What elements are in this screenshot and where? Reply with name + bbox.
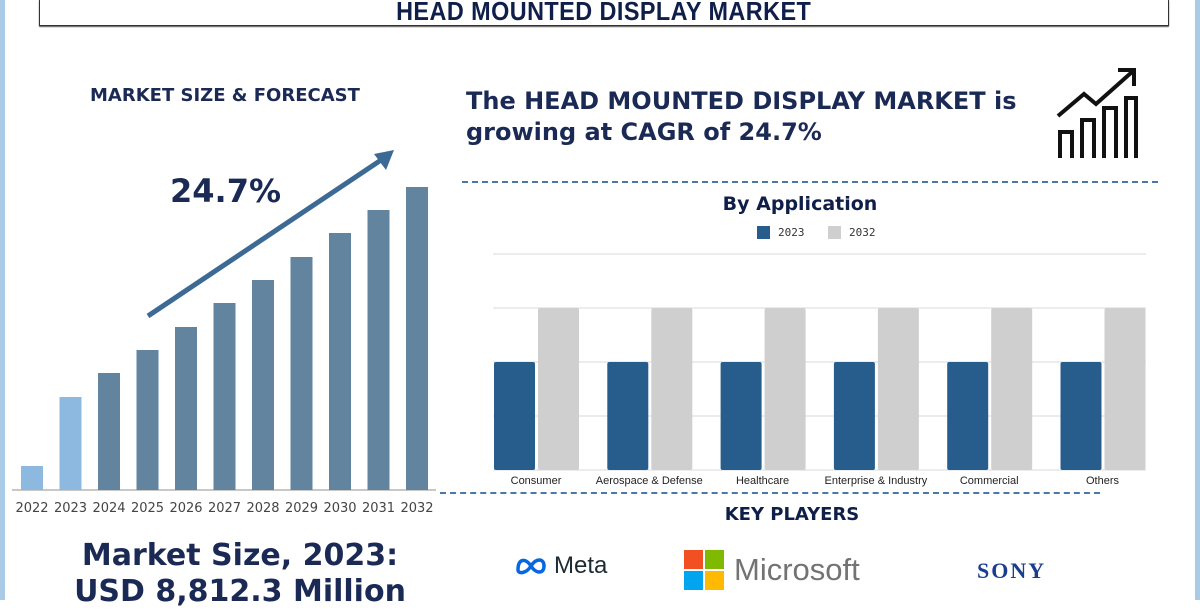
- meta-infinity-icon: [516, 558, 546, 575]
- bar-2023-commercial: [947, 362, 989, 470]
- year-label-2026: 2026: [169, 501, 203, 516]
- year-label-2024: 2024: [92, 501, 126, 516]
- growth-arrow-head: [374, 150, 394, 170]
- growth-arrow-line: [146, 155, 386, 319]
- bar-2023-healthcare: [720, 362, 762, 470]
- legend-label-2023: 2023: [778, 226, 805, 239]
- year-label-2030: 2030: [323, 501, 357, 516]
- bar-2024: [98, 373, 120, 490]
- category-label: Others: [1085, 475, 1119, 487]
- bar-2026: [175, 327, 197, 490]
- year-label-2027: 2027: [207, 501, 242, 516]
- legend-label-2032: 2032: [849, 226, 876, 239]
- left-border: [0, 0, 5, 600]
- bar-chart-growth-arrow-icon: [1056, 68, 1138, 158]
- market-size-line2: USD 8,812.3 Million: [74, 574, 406, 609]
- microsoft-logo: Microsoft: [684, 550, 860, 590]
- sony-logo: SONY: [977, 558, 1047, 583]
- by-application-chart: [493, 253, 1146, 471]
- divider-top: [462, 181, 1158, 183]
- year-label-2029: 2029: [284, 501, 319, 516]
- bar-2030: [329, 233, 351, 490]
- bar-2032: [406, 187, 428, 490]
- category-label: Healthcare: [735, 475, 790, 487]
- legend-swatch-2023: [757, 226, 770, 239]
- bar-2032-consumer: [538, 308, 579, 470]
- legend-2023: 2023: [757, 226, 805, 239]
- headline-line1: The HEAD MOUNTED DISPLAY MARKET is: [466, 87, 1017, 115]
- bar-2032-enterprise-industry: [877, 308, 919, 470]
- bar-2023-aerospace-defense: [607, 362, 649, 470]
- divider-bottom: [440, 492, 1100, 494]
- market-size-text: Market Size, 2023: USD 8,812.3 Million: [40, 538, 440, 610]
- bar-2029: [290, 257, 313, 490]
- key-players-title: KEY PLAYERS: [724, 504, 860, 525]
- market-size-forecast-title: MARKET SIZE & FORECAST: [90, 85, 360, 106]
- meta-logo: Meta: [514, 552, 607, 580]
- meta-logo-text: Meta: [554, 552, 608, 579]
- market-forecast-chart: [12, 150, 436, 491]
- bar-2032-healthcare: [764, 308, 806, 470]
- right-border: [1195, 0, 1200, 600]
- microsoft-windows-icon: [684, 550, 724, 590]
- bar-2023-others: [1060, 362, 1102, 470]
- bar-2023-consumer: [494, 362, 535, 470]
- bar-2025: [136, 350, 159, 490]
- bar-2032-aerospace-defense: [651, 308, 693, 470]
- year-label-2031: 2031: [361, 501, 396, 516]
- category-label: Enterprise & Industry: [824, 475, 928, 487]
- market-size-line1: Market Size, 2023:: [81, 538, 399, 573]
- bar-2031: [367, 210, 390, 490]
- year-label-2028: 2028: [246, 501, 280, 516]
- headline-line2: growing at CAGR of 24.7%: [466, 118, 822, 146]
- page-title: HEAD MOUNTED DISPLAY MARKET: [396, 0, 812, 26]
- legend-swatch-2032: [828, 226, 841, 239]
- year-label-2025: 2025: [130, 501, 165, 516]
- bar-2032-others: [1104, 308, 1146, 470]
- bar-2023: [59, 397, 82, 490]
- microsoft-logo-text: Microsoft: [734, 552, 860, 587]
- by-application-title: By Application: [722, 193, 878, 215]
- legend-2032: 2032: [828, 226, 876, 239]
- year-label-2023: 2023: [53, 501, 88, 516]
- header-box: HEAD MOUNTED DISPLAY MARKET: [39, 0, 1169, 26]
- category-label: Commercial: [959, 475, 1019, 487]
- category-label: Consumer: [510, 475, 562, 487]
- bar-2022: [21, 466, 43, 490]
- headline: The HEAD MOUNTED DISPLAY MARKET is growi…: [466, 86, 1017, 148]
- category-label: Aerospace & Defense: [595, 475, 703, 487]
- bar-2028: [252, 280, 274, 490]
- bar-2032-commercial: [991, 308, 1033, 470]
- bar-2027: [213, 303, 236, 490]
- bar-2023-enterprise-industry: [833, 362, 875, 470]
- year-label-2032: 2032: [400, 501, 434, 516]
- year-label-2022: 2022: [15, 501, 49, 516]
- cagr-value: 24.7%: [170, 172, 282, 210]
